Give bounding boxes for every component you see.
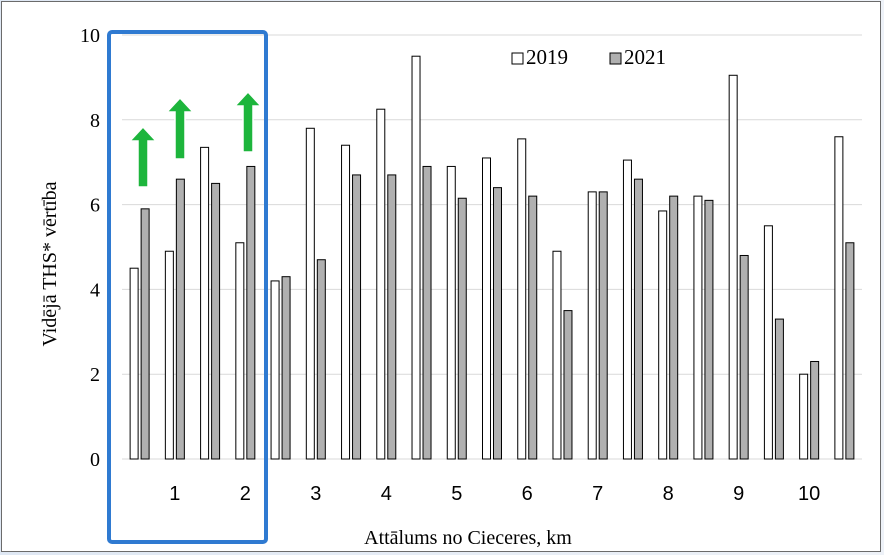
bar-2019-14 (587, 191, 597, 460)
bar-2019-16 (658, 210, 668, 460)
bar-2019-5 (270, 280, 280, 460)
legend-label-2021: 2021 (624, 45, 666, 69)
up-arrow-icon (165, 96, 195, 160)
bar-2021-5 (281, 276, 291, 460)
bar-2019-8 (376, 108, 386, 460)
bar-2021-7 (352, 174, 362, 460)
bar-2019-4 (235, 242, 245, 460)
bar-2021-15 (633, 178, 643, 460)
gridlines (122, 34, 862, 460)
bar-2021-8 (387, 174, 397, 460)
y-tick-label: 4 (90, 279, 100, 301)
bar-2019-10 (446, 165, 456, 460)
x-tick-label: 3 (310, 483, 321, 505)
bar-2019-19 (763, 225, 773, 460)
up-arrow-icon (128, 125, 158, 188)
y-tick-label: 8 (90, 110, 100, 132)
legend-label-2019: 2019 (526, 45, 568, 69)
y-tick-label: 2 (90, 364, 100, 386)
bar-2021-19 (774, 318, 784, 460)
x-tick-label: 9 (733, 483, 744, 505)
bars (129, 55, 855, 460)
bar-2021-4 (246, 165, 256, 460)
bar-2019-1 (129, 267, 139, 460)
bar-2019-11 (482, 157, 491, 460)
bar-2021-13 (563, 310, 573, 460)
bar-2019-3 (200, 146, 210, 460)
highlight-box (107, 30, 268, 544)
x-tick-label: 5 (451, 483, 462, 505)
up-arrow-icon (233, 90, 263, 153)
bar-2019-15 (622, 159, 632, 460)
bar-2021-21 (845, 242, 855, 460)
bar-2021-6 (316, 259, 326, 460)
bar-2021-14 (598, 191, 608, 460)
y-tick-labels: 0 2 4 6 8 10 (80, 25, 100, 471)
bar-2019-17 (693, 195, 703, 460)
x-tick-label: 8 (663, 483, 674, 505)
bar-2019-20 (799, 373, 809, 460)
bar-2019-21 (834, 136, 844, 460)
x-tick-label: 1 (169, 483, 180, 505)
bar-2021-20 (810, 360, 820, 460)
increase-arrows (128, 90, 263, 188)
bar-2021-11 (493, 187, 502, 460)
legend-swatch-2019 (511, 52, 524, 65)
bar-2019-13 (552, 250, 562, 460)
y-axis-label: Vidējā THS* vērtība (39, 181, 61, 346)
bar-2021-17 (704, 199, 714, 460)
legend: 2019 2021 (511, 45, 666, 69)
y-tick-label: 10 (80, 25, 100, 47)
bar-2019-12 (517, 138, 527, 460)
x-tick-label: 6 (522, 483, 533, 505)
x-tick-label: 10 (798, 483, 820, 505)
y-tick-label: 6 (90, 195, 100, 217)
legend-swatch-2021 (609, 52, 622, 65)
bar-2021-16 (669, 195, 679, 460)
x-axis-label: Attālums no Cieceres, km (364, 527, 572, 549)
x-tick-label: 4 (381, 483, 392, 505)
bar-2021-2 (175, 178, 185, 460)
bar-2021-9 (422, 165, 432, 460)
bar-2021-18 (739, 254, 749, 460)
x-tick-labels: 1 2 3 4 5 6 7 8 9 10 (169, 483, 820, 505)
bar-2019-18 (728, 74, 738, 460)
bar-2021-1 (140, 208, 150, 460)
x-tick-label: 2 (240, 483, 251, 505)
x-tick-label: 7 (592, 483, 603, 505)
bar-2021-3 (211, 182, 221, 460)
bar-2019-6 (305, 127, 315, 460)
bar-2021-10 (457, 197, 467, 460)
bar-2019-2 (164, 250, 174, 460)
y-tick-label: 0 (90, 449, 100, 471)
bar-2019-9 (411, 55, 421, 460)
bar-2021-12 (528, 195, 538, 460)
bar-2019-7 (341, 144, 351, 460)
